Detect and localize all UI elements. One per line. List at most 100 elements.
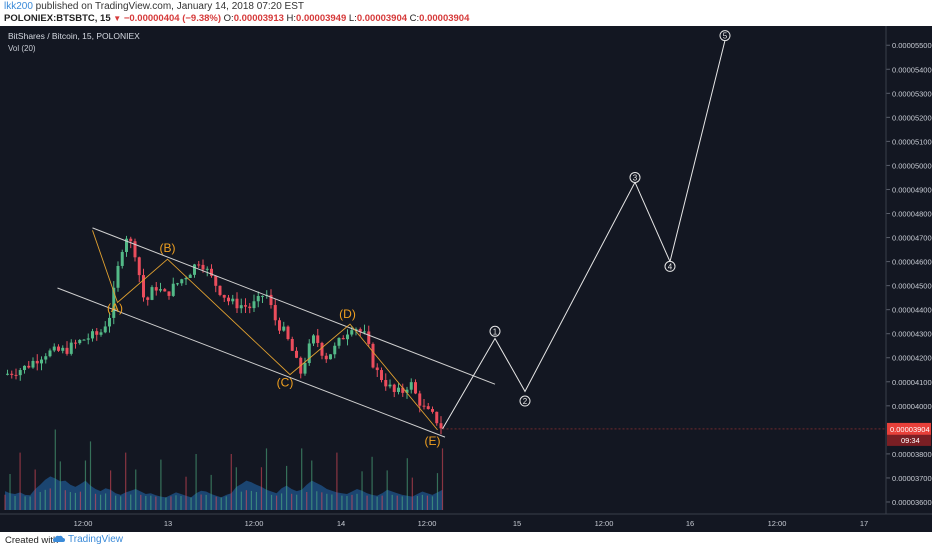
candle-body bbox=[69, 342, 73, 354]
candle-body bbox=[99, 332, 103, 335]
candle-body bbox=[180, 279, 184, 284]
y-tick-label: 0.00004800 bbox=[892, 210, 932, 219]
wave-label: (C) bbox=[277, 376, 294, 390]
open-value: 0.00003913 bbox=[233, 13, 284, 24]
candle-body bbox=[61, 347, 65, 351]
y-tick-label: 0.00005300 bbox=[892, 89, 932, 98]
projection-marker bbox=[719, 30, 731, 42]
candle-body bbox=[409, 382, 413, 390]
candle-body bbox=[218, 285, 222, 295]
candle-body bbox=[125, 238, 128, 252]
x-tick-label: 15 bbox=[513, 519, 521, 528]
x-tick-label: 12:00 bbox=[74, 519, 93, 528]
candle-body bbox=[273, 305, 277, 321]
y-tick-label: 0.00005400 bbox=[892, 65, 932, 74]
candle-body bbox=[337, 338, 341, 346]
change-value: −0.00000404 (−9.38%) bbox=[123, 13, 222, 24]
y-tick-label: 0.00005000 bbox=[892, 161, 932, 170]
y-tick-label: 0.00004400 bbox=[892, 306, 932, 315]
candle-body bbox=[74, 342, 77, 344]
x-tick-label: 16 bbox=[686, 519, 694, 528]
candle-body bbox=[235, 298, 239, 309]
symbol-label: POLONIEX:BTSBTC, 15 bbox=[4, 13, 111, 24]
countdown-label: 09:34 bbox=[901, 436, 920, 445]
volume-area bbox=[5, 476, 443, 510]
candle-body bbox=[316, 335, 320, 343]
last-price-tag bbox=[887, 422, 931, 435]
y-tick-label: 0.00004200 bbox=[892, 354, 932, 363]
candle-body bbox=[10, 373, 14, 375]
candle-body bbox=[341, 338, 345, 340]
y-tick-label: 0.00004900 bbox=[892, 185, 932, 194]
ohlc-line: POLONIEX:BTSBTC, 15 ▼ −0.00000404 (−9.38… bbox=[4, 13, 469, 24]
author-link[interactable]: lkk200 bbox=[4, 1, 33, 12]
candle-body bbox=[82, 339, 86, 341]
candle-body bbox=[78, 340, 82, 344]
wave-label: (D) bbox=[339, 307, 356, 321]
candle-body bbox=[142, 275, 145, 298]
candle-body bbox=[150, 287, 154, 300]
y-tick-label: 0.00004500 bbox=[892, 282, 932, 291]
candle-body bbox=[307, 343, 311, 364]
candle-body bbox=[431, 409, 434, 412]
channel-lower-line bbox=[57, 287, 446, 438]
candle-body bbox=[384, 379, 388, 387]
candle-body bbox=[133, 241, 137, 258]
countdown-tag bbox=[887, 434, 931, 446]
candle-body bbox=[14, 374, 18, 376]
candle-body bbox=[346, 334, 349, 340]
candle-body bbox=[146, 297, 150, 300]
close-label: C: bbox=[409, 13, 420, 24]
created-with-text: Created with bbox=[5, 535, 59, 546]
candle-body bbox=[95, 331, 99, 335]
candle-body bbox=[57, 346, 60, 351]
projection-number: 4 bbox=[668, 262, 673, 271]
wave-label: (E) bbox=[425, 434, 441, 448]
candle-body bbox=[18, 370, 22, 376]
candle-body bbox=[27, 365, 31, 368]
x-tick-label: 12:00 bbox=[245, 519, 264, 528]
tradingview-brand[interactable]: TradingView bbox=[53, 534, 123, 545]
candle-body bbox=[167, 291, 171, 296]
candle-body bbox=[52, 346, 56, 351]
y-tick-label: 0.00003600 bbox=[892, 498, 932, 507]
y-tick-label: 0.00004600 bbox=[892, 258, 932, 267]
candle-body bbox=[214, 275, 218, 286]
candle-body bbox=[286, 326, 290, 340]
candle-body bbox=[44, 356, 48, 360]
y-tick-label: 0.00004700 bbox=[892, 234, 932, 243]
projection-path bbox=[442, 40, 726, 430]
candle-body bbox=[261, 295, 264, 297]
candle-body bbox=[329, 354, 332, 360]
candle-body bbox=[244, 305, 247, 307]
candle-body bbox=[116, 265, 120, 288]
projection-marker bbox=[664, 260, 676, 272]
y-tick-label: 0.00004300 bbox=[892, 330, 932, 339]
candle-body bbox=[129, 238, 133, 242]
candle-body bbox=[48, 350, 52, 357]
candle-body bbox=[439, 423, 443, 429]
y-tick-label: 0.00005200 bbox=[892, 113, 932, 122]
candle-body bbox=[320, 342, 324, 356]
volume-indicator-label: Vol (20) bbox=[8, 44, 36, 53]
candle-body bbox=[278, 320, 281, 331]
candle-body bbox=[188, 274, 192, 278]
price-chart[interactable]: 0.00005500 0.00005400 0.00005300 0.00005200… bbox=[0, 26, 932, 532]
y-tick-label: 0.00005100 bbox=[892, 137, 932, 146]
candle-body bbox=[350, 330, 354, 335]
candle-body bbox=[171, 283, 175, 296]
candle-body bbox=[414, 382, 417, 394]
candle-body bbox=[222, 294, 226, 298]
candle-body bbox=[388, 384, 392, 387]
candle-body bbox=[159, 289, 162, 291]
candle-body bbox=[333, 345, 337, 355]
candle-body bbox=[380, 370, 383, 380]
candle-body bbox=[40, 359, 43, 364]
candle-body bbox=[375, 367, 379, 371]
projection-marker bbox=[629, 171, 641, 183]
footer: Created with TradingView bbox=[0, 532, 932, 550]
candle-body bbox=[120, 251, 124, 266]
candle-body bbox=[154, 287, 158, 291]
y-tick-label: 0.00005500 bbox=[892, 41, 932, 50]
candle-body bbox=[290, 339, 294, 351]
